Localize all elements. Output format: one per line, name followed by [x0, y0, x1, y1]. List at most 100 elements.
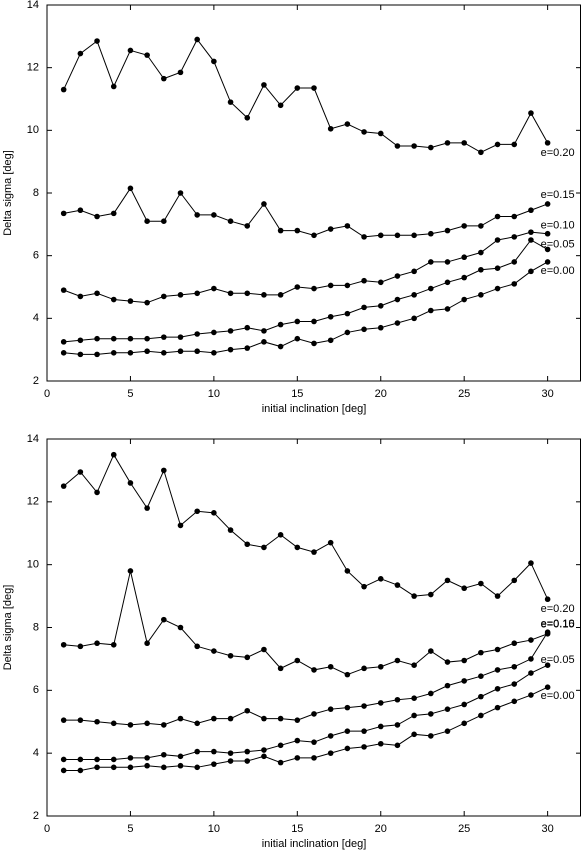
data-point — [94, 290, 100, 297]
data-point — [294, 335, 301, 342]
data-point — [411, 315, 417, 322]
data-point — [127, 185, 134, 192]
data-point — [511, 281, 518, 287]
data-point — [127, 755, 134, 761]
data-point — [444, 659, 451, 665]
data-point — [277, 532, 284, 538]
data-point — [94, 640, 100, 647]
data-point — [411, 268, 417, 275]
data-point — [227, 328, 234, 334]
data-point — [478, 266, 484, 273]
x-tick-label: 20 — [375, 388, 387, 400]
data-point — [478, 292, 484, 298]
data-point — [361, 326, 367, 333]
data-point — [211, 715, 217, 722]
data-point — [361, 665, 367, 672]
data-point — [327, 706, 334, 712]
data-point — [377, 723, 384, 730]
data-point — [394, 696, 401, 703]
data-point — [327, 337, 334, 344]
data-point — [177, 190, 184, 196]
data-point — [194, 643, 200, 650]
data-point — [110, 641, 117, 648]
data-point — [344, 310, 351, 317]
data-point — [311, 232, 317, 239]
data-point — [77, 756, 84, 763]
data-point — [461, 296, 467, 303]
data-point — [110, 764, 117, 771]
data-point — [344, 745, 351, 752]
series-line — [63, 231, 548, 304]
data-point — [244, 345, 251, 351]
data-point — [394, 722, 401, 728]
data-point — [511, 640, 518, 647]
data-point — [444, 706, 451, 712]
data-point — [494, 237, 501, 243]
data-point — [60, 767, 67, 774]
data-point — [394, 273, 401, 279]
data-point — [361, 129, 367, 135]
data-point — [411, 593, 417, 599]
data-point — [227, 99, 234, 105]
data-point — [444, 682, 451, 689]
data-point — [60, 339, 67, 345]
y-tick-label: 2 — [33, 375, 39, 387]
data-point — [511, 234, 518, 240]
data-point — [411, 292, 417, 298]
data-point — [361, 583, 367, 590]
data-point — [544, 684, 551, 690]
data-point — [428, 230, 434, 237]
x-tick-label: 25 — [458, 388, 470, 400]
data-point — [461, 657, 467, 664]
data-point — [110, 296, 117, 303]
data-point — [394, 657, 401, 664]
data-point — [528, 237, 534, 243]
data-point — [444, 279, 451, 286]
x-axis-label: initial inclination [deg] — [262, 403, 367, 415]
data-point — [60, 287, 67, 293]
data-point — [461, 585, 467, 592]
data-point — [511, 698, 518, 705]
data-point — [177, 762, 184, 769]
series-line — [63, 187, 548, 238]
data-point — [194, 748, 200, 755]
y-tick-label: 6 — [33, 250, 39, 262]
data-point — [428, 307, 434, 314]
data-point — [344, 223, 351, 229]
x-tick-label: 0 — [44, 388, 50, 400]
data-point — [511, 259, 518, 265]
y-tick-label: 12 — [27, 62, 39, 74]
data-point — [127, 722, 134, 728]
x-tick-label: 15 — [291, 823, 303, 835]
data-point — [361, 728, 367, 734]
data-point — [194, 720, 200, 727]
data-point — [494, 213, 501, 220]
data-point — [494, 265, 501, 272]
data-point — [528, 110, 534, 116]
data-point — [94, 489, 100, 496]
data-point — [478, 149, 484, 156]
data-point — [294, 657, 301, 664]
data-point — [478, 223, 484, 229]
data-point — [144, 335, 150, 342]
data-point — [177, 624, 184, 631]
data-point — [528, 207, 534, 214]
data-point — [478, 649, 484, 656]
data-point — [511, 577, 518, 584]
data-point — [528, 656, 534, 662]
data-point — [361, 234, 367, 240]
data-point — [144, 505, 150, 511]
data-point — [377, 663, 384, 670]
data-point — [377, 740, 384, 747]
data-point — [244, 758, 251, 764]
data-point — [194, 290, 200, 297]
data-point — [94, 351, 100, 358]
data-point — [94, 335, 100, 342]
data-point — [544, 140, 551, 146]
data-point — [110, 756, 117, 763]
data-point — [177, 522, 184, 529]
data-point — [194, 331, 200, 337]
data-point — [428, 259, 434, 265]
data-point — [77, 337, 84, 344]
data-point — [494, 667, 501, 673]
